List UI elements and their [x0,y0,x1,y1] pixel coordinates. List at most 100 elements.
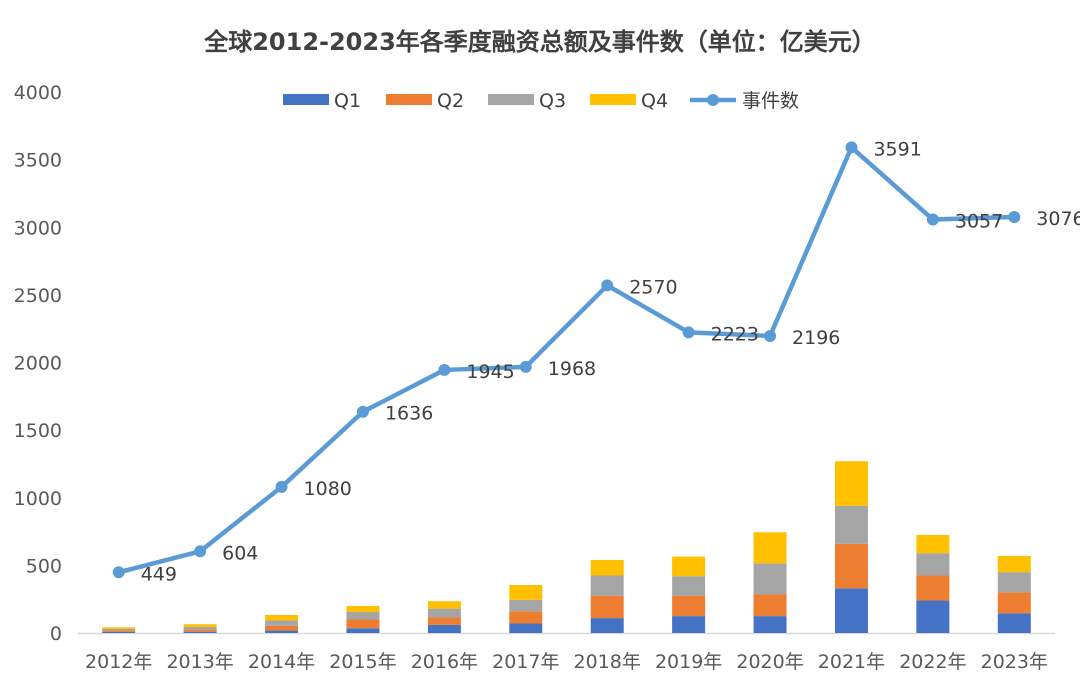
bar-q4 [753,532,787,564]
data-label: 2223 [711,323,759,345]
y-axis: 0 500 1000 1500 2000 2500 3000 3500 4000 [14,82,62,645]
line-marker [275,480,288,493]
bar-q1 [265,630,299,633]
line-marker [764,329,777,342]
line-marker [438,363,451,376]
bar-q4 [590,559,624,576]
legend-label-q4: Q4 [641,90,668,112]
x-tick-label: 2023年 [981,651,1048,673]
x-tick-label: 2021年 [818,651,885,673]
data-label: 3591 [873,138,921,160]
bar-q2 [916,575,950,601]
chart-title: 全球2012-2023年各季度融资总额及事件数（单位：亿美元） [204,28,876,56]
bar-q3 [102,628,136,631]
legend-label-event-count: 事件数 [742,90,799,112]
bar-q4 [183,624,217,627]
y-tick-label: 0 [50,623,62,645]
line-marker [926,213,939,226]
bar-q3 [265,620,299,626]
x-tick-label: 2017年 [492,651,559,673]
bar-q3 [427,608,461,618]
bar-q1 [427,624,461,633]
bar-q4 [265,615,299,621]
y-tick-label: 1500 [14,420,62,442]
bar-q4 [102,627,136,629]
bar-q4 [346,605,380,613]
bar-q1 [509,623,543,633]
x-tick-label: 2013年 [166,651,233,673]
bar-q2 [672,595,706,617]
data-label: 604 [222,542,258,564]
bars-group [102,461,1031,633]
legend-label-q2: Q2 [437,90,464,112]
bar-q4 [509,584,543,600]
data-labels-group: 449 604 1080 1636 1945 1968 2570 2223 2196 3591 30… [141,138,1080,585]
legend-swatch-q3 [488,94,534,105]
legend-swatch-q1 [283,94,329,105]
line-marker [112,566,125,579]
legend-label-q3: Q3 [539,90,566,112]
line-marker [1008,210,1021,223]
bar-q1 [997,613,1031,633]
x-tick-label: 2019年 [655,651,722,673]
bar-q4 [834,461,868,506]
line-marker [194,545,207,558]
line-event-count [116,145,1017,575]
bar-q3 [590,575,624,596]
bar-q1 [916,600,950,633]
bar-q1 [672,616,706,633]
data-label: 449 [141,563,177,585]
bar-q3 [916,553,950,576]
x-tick-label: 2020年 [736,651,803,673]
bar-q2 [346,619,380,629]
legend-label-q1: Q1 [334,90,361,112]
data-label: 2196 [792,327,840,349]
y-tick-label: 500 [26,555,62,577]
bar-q2 [427,617,461,625]
bar-q4 [427,601,461,609]
bar-q4 [997,555,1031,573]
bar-q2 [265,625,299,631]
bar-q2 [102,630,136,632]
bar-q4 [672,556,706,577]
bar-q2 [183,629,217,632]
bar-q1 [834,588,868,633]
data-label: 1945 [466,361,514,383]
bar-q2 [834,543,868,589]
bar-q3 [672,576,706,596]
y-tick-label: 1000 [14,488,62,510]
legend-marker [707,94,719,106]
line-marker [682,326,695,339]
bar-q3 [509,599,543,612]
data-label: 2570 [629,276,677,298]
bar-q2 [590,595,624,619]
data-label: 1968 [548,358,596,380]
bar-q1 [346,628,380,633]
bar-q2 [753,594,787,617]
data-label: 3057 [955,211,1003,233]
x-tick-label: 2012年 [85,651,152,673]
data-label: 1080 [304,478,352,500]
bar-q3 [997,572,1031,593]
line-marker [356,405,369,418]
y-tick-label: 3500 [14,150,62,172]
y-tick-label: 2500 [14,285,62,307]
bar-q3 [346,612,380,620]
line-group [112,141,1021,579]
x-tick-label: 2022年 [899,651,966,673]
bar-q2 [997,592,1031,614]
bar-q3 [834,505,868,544]
x-tick-label: 2014年 [248,651,315,673]
bar-q1 [753,616,787,633]
y-tick-label: 2000 [14,353,62,375]
bar-q1 [590,618,624,633]
data-label: 3076 [1036,208,1080,230]
line-marker [519,360,532,373]
line-marker [601,279,614,292]
x-axis: 2012年 2013年 2014年 2015年 2016年 2017年 2018年 2019年… [78,632,1055,673]
data-label: 1636 [385,403,433,425]
bar-q3 [183,626,217,630]
bar-q4 [916,534,950,554]
y-tick-label: 3000 [14,217,62,239]
